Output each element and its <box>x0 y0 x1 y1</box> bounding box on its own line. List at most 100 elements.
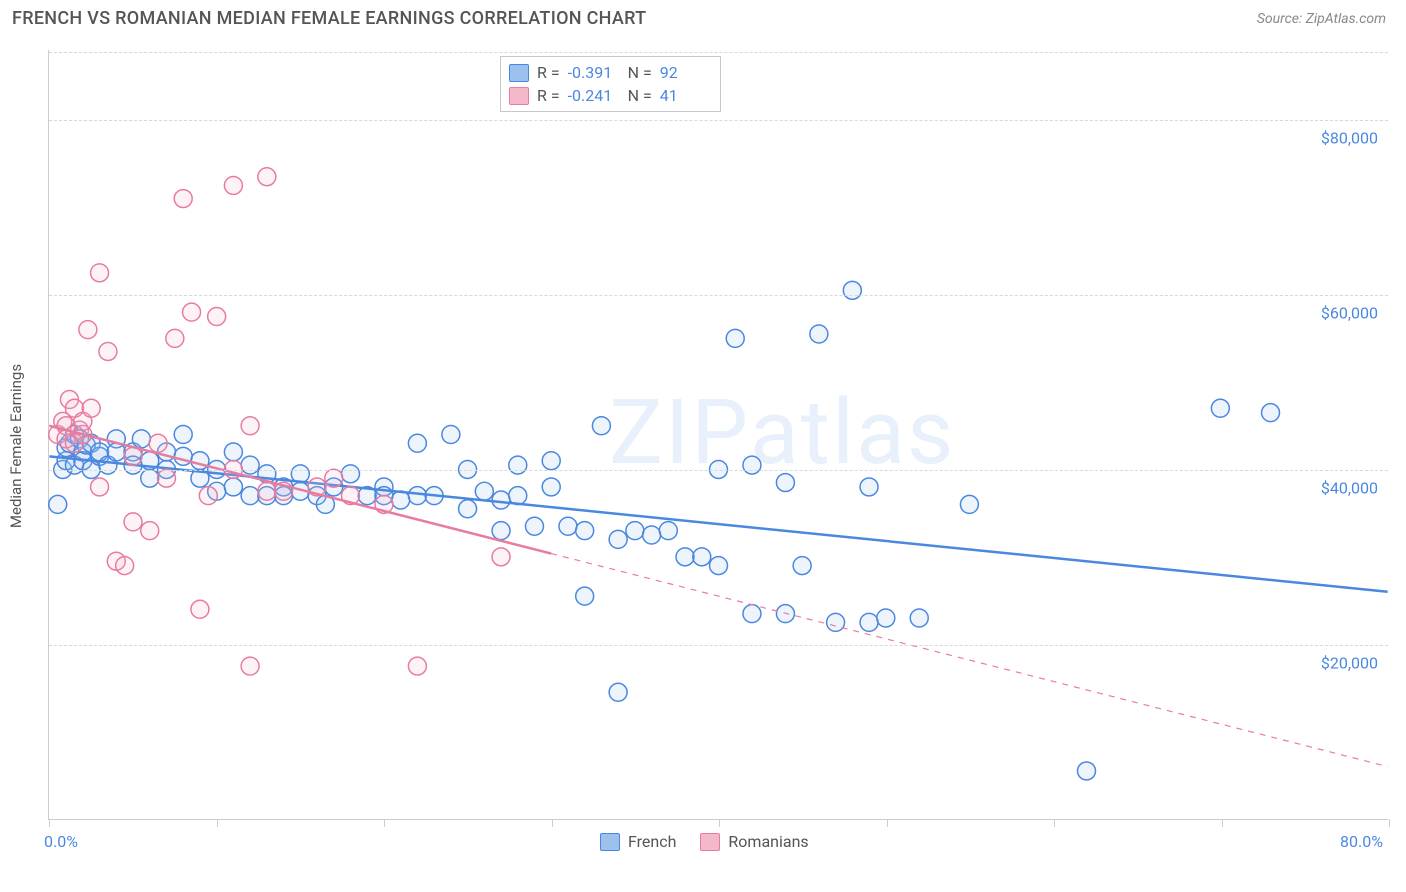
data-point <box>609 683 627 701</box>
data-point <box>199 487 217 505</box>
legend-item-romanian: Romanians <box>700 832 808 851</box>
data-point <box>626 522 644 540</box>
data-point <box>726 329 744 347</box>
data-point <box>91 264 109 282</box>
n-label: N = <box>628 86 652 105</box>
data-point <box>710 557 728 575</box>
data-point <box>141 522 159 540</box>
legend-label-romanian: Romanians <box>728 832 808 851</box>
data-point <box>408 487 426 505</box>
x-tick <box>1389 819 1390 827</box>
r-label: R = <box>537 86 560 105</box>
data-point <box>643 526 661 544</box>
data-point <box>166 329 184 347</box>
gridline <box>49 470 1388 471</box>
data-point <box>526 517 544 535</box>
data-point <box>174 190 192 208</box>
data-point <box>960 495 978 513</box>
x-tick <box>384 819 385 827</box>
data-point <box>408 657 426 675</box>
y-tick-label: $60,000 <box>1321 304 1378 323</box>
data-point <box>743 456 761 474</box>
data-point <box>1211 399 1229 417</box>
data-point <box>241 417 259 435</box>
data-point <box>743 605 761 623</box>
data-point <box>542 478 560 496</box>
swatch-french <box>600 833 620 851</box>
data-point <box>475 482 493 500</box>
data-point <box>224 176 242 194</box>
x-tick <box>1222 819 1223 827</box>
data-point <box>241 487 259 505</box>
data-point <box>509 456 527 474</box>
data-point <box>124 513 142 531</box>
data-point <box>1262 404 1280 422</box>
legend-label-french: French <box>628 832 676 851</box>
bottom-legend: French Romanians <box>600 832 809 851</box>
stats-row-french: R = -0.391 N = 92 <box>509 61 712 84</box>
data-point <box>341 465 359 483</box>
data-point <box>208 308 226 326</box>
data-point <box>492 491 510 509</box>
x-tick <box>552 819 553 827</box>
data-point <box>191 600 209 618</box>
x-tick <box>1054 819 1055 827</box>
data-point <box>810 325 828 343</box>
data-point <box>576 522 594 540</box>
x-tick <box>719 819 720 827</box>
data-point <box>91 478 109 496</box>
r-label: R = <box>537 63 560 82</box>
data-point <box>843 281 861 299</box>
n-value-romanian: 41 <box>660 86 712 105</box>
data-point <box>99 342 117 360</box>
y-tick-label: $80,000 <box>1321 129 1378 148</box>
r-value-french: -0.391 <box>568 63 620 82</box>
swatch-romanian <box>700 833 720 851</box>
y-tick-label: $20,000 <box>1321 654 1378 673</box>
data-point <box>325 469 343 487</box>
data-point <box>592 417 610 435</box>
stats-legend-box: R = -0.391 N = 92 R = -0.241 N = 41 <box>500 56 721 112</box>
gridline <box>49 645 1388 646</box>
swatch-romanian <box>509 87 529 105</box>
data-point <box>492 522 510 540</box>
data-point <box>241 657 259 675</box>
swatch-french <box>509 64 529 82</box>
n-label: N = <box>628 63 652 82</box>
data-point <box>258 168 276 186</box>
x-tick <box>49 819 50 827</box>
trend-line-extrapolated <box>551 554 1387 767</box>
data-point <box>141 469 159 487</box>
data-point <box>860 478 878 496</box>
data-point <box>116 557 134 575</box>
x-axis-min-label: 0.0% <box>44 832 78 851</box>
header: FRENCH VS ROMANIAN MEDIAN FEMALE EARNING… <box>0 0 1406 33</box>
x-tick <box>217 819 218 827</box>
data-point <box>132 430 150 448</box>
data-point <box>659 522 677 540</box>
data-point <box>1078 762 1096 780</box>
data-point <box>258 482 276 500</box>
data-point <box>408 434 426 452</box>
data-point <box>860 613 878 631</box>
gridline <box>49 52 1388 53</box>
data-point <box>609 530 627 548</box>
chart-plot-area: ZIPatlas $20,000$40,000$60,000$80,000 <box>48 50 1388 820</box>
source-attribution: Source: ZipAtlas.com <box>1257 11 1386 27</box>
data-point <box>174 426 192 444</box>
data-point <box>49 495 67 513</box>
data-point <box>149 434 167 452</box>
data-point <box>827 613 845 631</box>
data-point <box>79 321 97 339</box>
data-point <box>442 426 460 444</box>
gridline <box>49 120 1388 121</box>
data-point <box>183 303 201 321</box>
data-point <box>82 399 100 417</box>
n-value-french: 92 <box>660 63 712 82</box>
data-point <box>542 452 560 470</box>
data-point <box>191 452 209 470</box>
legend-item-french: French <box>600 832 676 851</box>
y-tick-label: $40,000 <box>1321 479 1378 498</box>
data-point <box>224 443 242 461</box>
data-point <box>910 609 928 627</box>
